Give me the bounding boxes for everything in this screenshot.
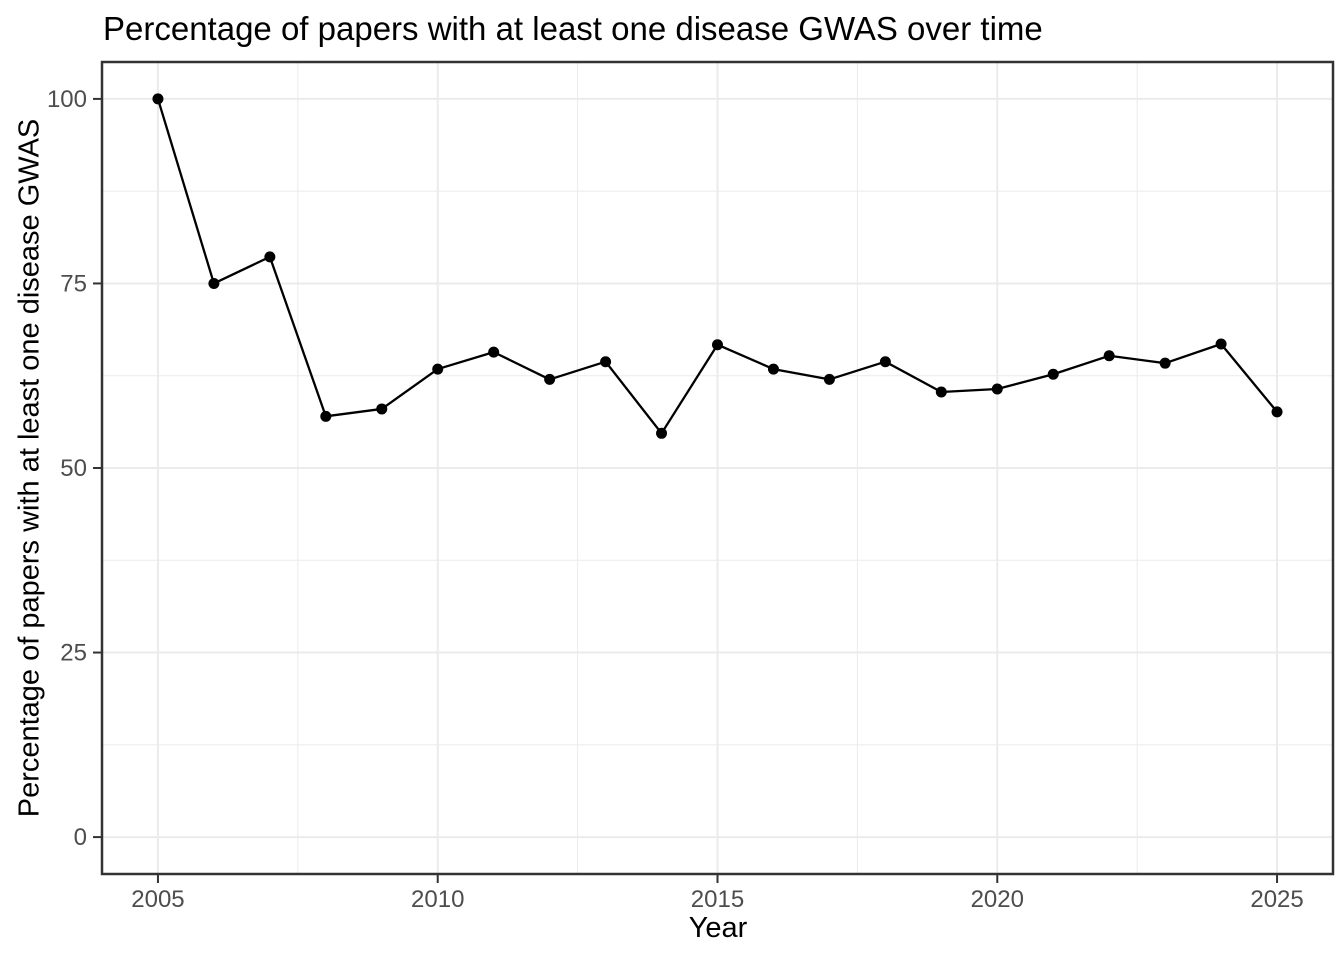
x-tick-label: 2010	[411, 886, 464, 913]
data-point	[991, 383, 1003, 395]
data-point	[600, 356, 612, 368]
x-tick-label: 2005	[131, 886, 184, 913]
x-axis-title: Year	[688, 912, 748, 944]
y-tick-label: 75	[60, 270, 87, 297]
y-tick-label: 25	[60, 640, 87, 667]
data-point	[1103, 350, 1115, 362]
data-point	[152, 93, 164, 105]
y-tick-label: 100	[47, 86, 87, 113]
data-point	[656, 427, 668, 439]
data-point	[935, 386, 947, 398]
x-tick-label: 2025	[1250, 886, 1303, 913]
data-point	[1215, 338, 1227, 350]
data-point	[712, 339, 723, 351]
x-tick-label: 2015	[691, 886, 744, 913]
data-point	[879, 356, 891, 368]
panel-border	[100, 60, 1335, 876]
y-tick-label: 0	[74, 824, 87, 851]
data-point	[823, 373, 835, 385]
data-point	[544, 373, 556, 385]
data-point	[767, 363, 779, 375]
data-point	[208, 277, 220, 289]
data-point	[1047, 368, 1059, 380]
x-tick-label: 2020	[971, 886, 1024, 913]
data-point	[432, 363, 444, 375]
data-point	[1271, 406, 1283, 418]
data-point	[1159, 357, 1171, 369]
y-tick-label: 50	[60, 455, 87, 482]
data-point	[320, 410, 332, 422]
data-point	[264, 251, 276, 263]
data-point	[376, 403, 388, 415]
data-point	[488, 346, 500, 358]
plot-title: Percentage of papers with at least one d…	[103, 10, 1043, 47]
